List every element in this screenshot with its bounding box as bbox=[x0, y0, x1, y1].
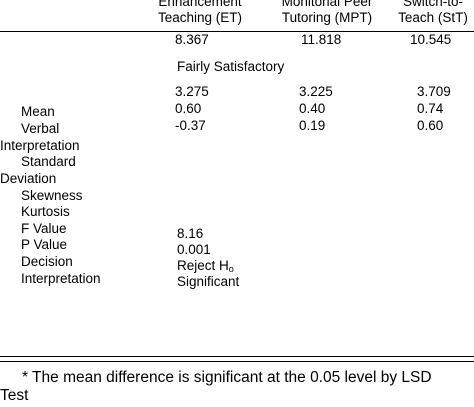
header-mpt-line1: Monitorial Peer bbox=[281, 0, 373, 9]
verbal-interpretation: Fairly Satisfactory bbox=[177, 59, 285, 74]
header-stt-line2: Teach (StT) bbox=[398, 10, 468, 25]
header-et-line1: Enhancement bbox=[158, 0, 242, 9]
label-interpretation-2: Interpretation bbox=[21, 271, 101, 286]
skewness-mpt: 0.40 bbox=[299, 101, 326, 116]
decision-subscript: o bbox=[228, 264, 234, 274]
label-skewness: Skewness bbox=[21, 188, 83, 203]
footnote-line1: * The mean difference is significant at … bbox=[22, 369, 432, 386]
label-verbal: Verbal bbox=[21, 121, 60, 136]
decision-text: Reject H bbox=[177, 258, 229, 273]
mean-et: 8.367 bbox=[175, 32, 209, 47]
skewness-stt: 0.74 bbox=[417, 101, 444, 116]
label-f-value: F Value bbox=[21, 221, 67, 236]
sd-mpt: 3.225 bbox=[299, 84, 333, 99]
header-rule bbox=[0, 31, 474, 32]
kurtosis-mpt: 0.19 bbox=[299, 118, 326, 133]
mean-mpt: 11.818 bbox=[301, 32, 342, 47]
interpretation-value: Significant bbox=[177, 274, 240, 289]
decision-value: Reject Ho bbox=[177, 258, 234, 277]
bottom-rule-2 bbox=[0, 361, 474, 362]
kurtosis-et: -0.37 bbox=[175, 118, 206, 133]
header-stt: Switch-to- Teach (StT) bbox=[388, 0, 474, 26]
skewness-et: 0.60 bbox=[175, 101, 202, 116]
label-deviation: Deviation bbox=[0, 171, 57, 186]
p-value: 0.001 bbox=[177, 242, 211, 257]
bottom-rule-1 bbox=[0, 356, 474, 357]
label-standard: Standard bbox=[21, 154, 76, 169]
header-et-line2: Teaching (ET) bbox=[157, 10, 243, 25]
label-interpretation-1: Interpretation bbox=[0, 138, 80, 153]
sd-et: 3.275 bbox=[175, 84, 209, 99]
sd-stt: 3.709 bbox=[417, 84, 451, 99]
label-decision: Decision bbox=[21, 254, 73, 269]
header-mpt: Monitorial Peer Tutoring (MPT) bbox=[272, 0, 382, 26]
label-p-value: P Value bbox=[21, 237, 68, 252]
label-kurtosis: Kurtosis bbox=[21, 204, 70, 219]
f-value: 8.16 bbox=[177, 226, 204, 241]
footnote-line2: Test bbox=[0, 387, 29, 404]
header-mpt-line2: Tutoring (MPT) bbox=[281, 10, 373, 25]
label-mean: Mean bbox=[21, 104, 55, 119]
mean-stt: 10.545 bbox=[410, 32, 452, 47]
header-et: Enhancement Teaching (ET) bbox=[146, 0, 254, 26]
kurtosis-stt: 0.60 bbox=[417, 118, 444, 133]
header-stt-line1: Switch-to- bbox=[402, 0, 463, 9]
